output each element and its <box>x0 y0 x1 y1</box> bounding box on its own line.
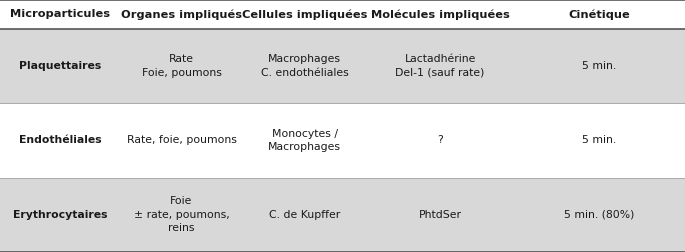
Text: 5 min.: 5 min. <box>582 61 616 71</box>
Text: Macrophages
C. endothéliales: Macrophages C. endothéliales <box>261 54 349 78</box>
Bar <box>0 103 685 178</box>
Bar <box>0 29 685 103</box>
Text: Erythrocytaires: Erythrocytaires <box>13 210 107 220</box>
Text: Rate, foie, poumons: Rate, foie, poumons <box>127 136 236 145</box>
Text: C. de Kupffer: C. de Kupffer <box>269 210 340 220</box>
Text: Microparticules: Microparticules <box>10 10 110 19</box>
Text: Lactadhérine
Del-1 (sauf rate): Lactadhérine Del-1 (sauf rate) <box>395 54 485 78</box>
Text: Foie
± rate, poumons,
reins: Foie ± rate, poumons, reins <box>134 196 229 233</box>
Text: Molécules impliquées: Molécules impliquées <box>371 9 510 20</box>
Text: Cellules impliquées: Cellules impliquées <box>242 9 368 20</box>
Text: ?: ? <box>437 136 443 145</box>
Text: PhtdSer: PhtdSer <box>419 210 462 220</box>
Text: 5 min. (80%): 5 min. (80%) <box>564 210 634 220</box>
Text: Cinétique: Cinétique <box>569 9 630 20</box>
Text: Plaquettaires: Plaquettaires <box>18 61 101 71</box>
Bar <box>0 178 685 252</box>
Text: Endothéliales: Endothéliales <box>18 136 101 145</box>
Text: 5 min.: 5 min. <box>582 136 616 145</box>
Bar <box>0 0 685 29</box>
Text: Rate
Foie, poumons: Rate Foie, poumons <box>142 54 221 78</box>
Text: Monocytes /
Macrophages: Monocytes / Macrophages <box>269 129 341 152</box>
Text: Organes impliqués: Organes impliqués <box>121 9 242 20</box>
